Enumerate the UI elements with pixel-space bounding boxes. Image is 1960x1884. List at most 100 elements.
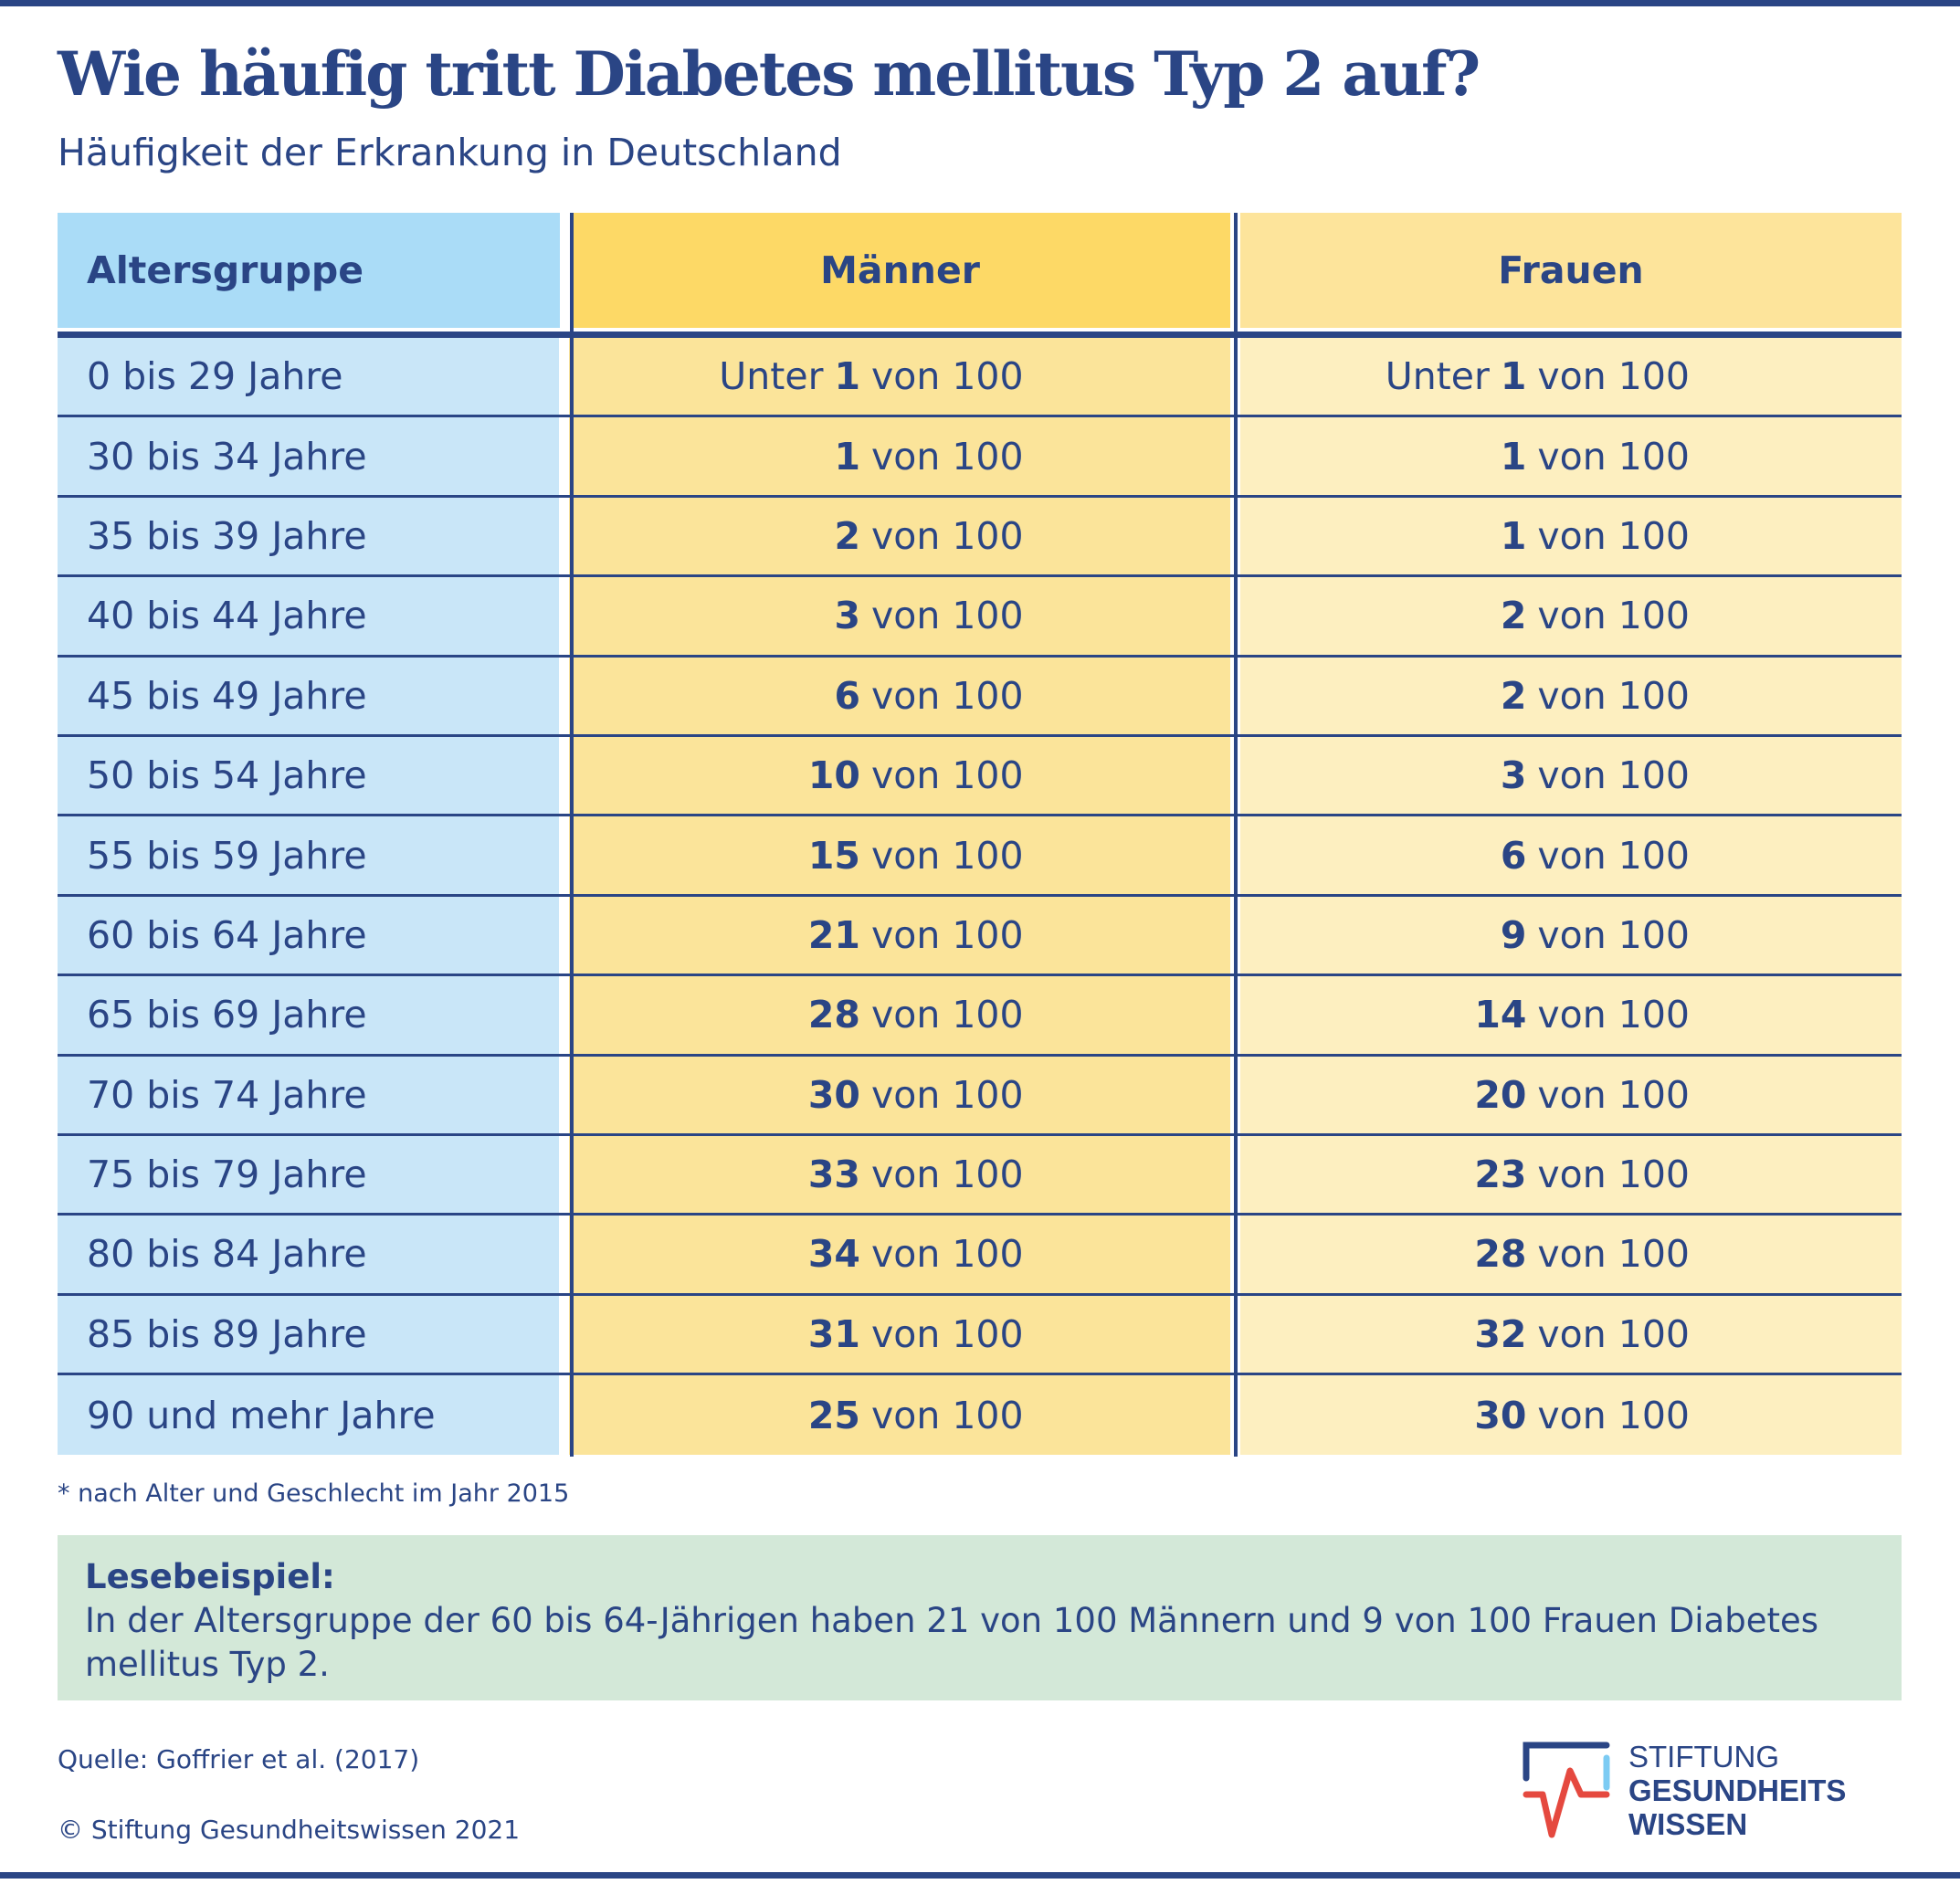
women-cell: 1 von 100 bbox=[1239, 417, 1902, 495]
count: 30 bbox=[1474, 1393, 1527, 1437]
top-rule bbox=[0, 0, 1960, 6]
age-cell: 30 bis 34 Jahre bbox=[58, 417, 560, 495]
count: 3 bbox=[1500, 753, 1527, 798]
example-text: In der Altersgruppe der 60 bis 64-Jährig… bbox=[85, 1601, 1819, 1684]
men-cell: 25 von 100 bbox=[569, 1375, 1230, 1456]
table-row: 35 bis 39 Jahre 2 von 100 1 von 100 bbox=[58, 497, 1902, 578]
count: 21 bbox=[807, 912, 860, 957]
column-divider bbox=[1234, 213, 1238, 1457]
unit: von 100 bbox=[1537, 354, 1690, 399]
men-cell: 15 von 100 bbox=[569, 816, 1230, 894]
unit: von 100 bbox=[870, 434, 1024, 479]
source: Quelle: Goffrier et al. (2017) bbox=[58, 1744, 420, 1774]
page-subtitle: Häufigkeit der Erkrankung in Deutschland bbox=[58, 131, 842, 174]
unit: von 100 bbox=[870, 1232, 1024, 1277]
unit: von 100 bbox=[870, 1311, 1024, 1356]
women-cell: 9 von 100 bbox=[1239, 896, 1902, 974]
count: 34 bbox=[807, 1232, 860, 1277]
men-cell: 34 von 100 bbox=[569, 1216, 1230, 1293]
women-cell: 2 von 100 bbox=[1239, 657, 1902, 734]
women-cell: 30 von 100 bbox=[1239, 1375, 1902, 1456]
men-cell: 21 von 100 bbox=[569, 896, 1230, 974]
women-cell: 23 von 100 bbox=[1239, 1135, 1902, 1214]
women-cell: 14 von 100 bbox=[1239, 976, 1902, 1054]
table-row: 60 bis 64 Jahre 21 von 100 9 von 100 bbox=[58, 896, 1902, 977]
copyright: © Stiftung Gesundheitswissen 2021 bbox=[58, 1815, 521, 1845]
unit: von 100 bbox=[1537, 993, 1690, 1037]
prefix: Unter bbox=[1385, 354, 1490, 399]
count: 9 bbox=[1500, 912, 1527, 957]
table-row: 45 bis 49 Jahre 6 von 100 2 von 100 bbox=[58, 657, 1902, 737]
count: 1 bbox=[1500, 513, 1527, 558]
count: 28 bbox=[1474, 1232, 1527, 1277]
unit: von 100 bbox=[870, 912, 1024, 957]
men-cell: 1 von 100 bbox=[569, 417, 1230, 495]
count: 33 bbox=[807, 1153, 860, 1197]
age-cell: 75 bis 79 Jahre bbox=[58, 1135, 560, 1214]
men-cell: 6 von 100 bbox=[569, 657, 1230, 734]
table-row: 40 bis 44 Jahre 3 von 100 2 von 100 bbox=[58, 577, 1902, 658]
unit: von 100 bbox=[870, 993, 1024, 1037]
unit: von 100 bbox=[1537, 833, 1690, 878]
unit: von 100 bbox=[870, 513, 1024, 558]
count: 1 bbox=[834, 434, 860, 479]
women-cell: 6 von 100 bbox=[1239, 816, 1902, 894]
logo-text: STIFTUNG GESUNDHEITS WISSEN bbox=[1628, 1740, 1846, 1841]
unit: von 100 bbox=[870, 673, 1024, 718]
unit: von 100 bbox=[870, 1072, 1024, 1117]
unit: von 100 bbox=[870, 594, 1024, 638]
unit: von 100 bbox=[1537, 513, 1690, 558]
unit: von 100 bbox=[1537, 1311, 1690, 1356]
unit: von 100 bbox=[1537, 1232, 1690, 1277]
table-row: 65 bis 69 Jahre 28 von 100 14 von 100 bbox=[58, 976, 1902, 1057]
age-cell: 50 bis 54 Jahre bbox=[58, 736, 560, 815]
unit: von 100 bbox=[1537, 1072, 1690, 1117]
count: 1 bbox=[1500, 354, 1527, 399]
men-cell: 3 von 100 bbox=[569, 577, 1230, 655]
unit: von 100 bbox=[1537, 1153, 1690, 1197]
header-men: Männer bbox=[570, 213, 1231, 328]
logo-line: GESUNDHEITS bbox=[1628, 1773, 1847, 1807]
count: 32 bbox=[1474, 1311, 1527, 1356]
table-body: 0 bis 29 Jahre Unter 1 von 100 Unter 1 von 100… bbox=[58, 338, 1902, 1456]
page-title: Wie häufig tritt Diabetes mellitus Typ 2… bbox=[58, 38, 1481, 110]
count: 3 bbox=[834, 594, 860, 638]
unit: von 100 bbox=[1537, 912, 1690, 957]
unit: von 100 bbox=[1537, 753, 1690, 798]
age-cell: 65 bis 69 Jahre bbox=[58, 976, 560, 1054]
count: 1 bbox=[834, 354, 860, 399]
count: 25 bbox=[807, 1393, 860, 1437]
women-cell: 20 von 100 bbox=[1239, 1056, 1902, 1133]
table-row: 0 bis 29 Jahre Unter 1 von 100 Unter 1 von 100 bbox=[58, 338, 1902, 418]
table-row: 85 bis 89 Jahre 31 von 100 32 von 100 bbox=[58, 1295, 1902, 1376]
logo-line: WISSEN bbox=[1628, 1807, 1748, 1841]
age-cell: 85 bis 89 Jahre bbox=[58, 1295, 560, 1374]
count: 6 bbox=[1500, 833, 1527, 878]
women-cell: Unter 1 von 100 bbox=[1239, 338, 1902, 416]
age-cell: 55 bis 59 Jahre bbox=[58, 816, 560, 894]
age-cell: 60 bis 64 Jahre bbox=[58, 896, 560, 974]
count: 10 bbox=[807, 753, 860, 798]
women-cell: 32 von 100 bbox=[1239, 1295, 1902, 1374]
men-cell: 31 von 100 bbox=[569, 1295, 1230, 1374]
count: 1 bbox=[1500, 434, 1527, 479]
header-age: Altersgruppe bbox=[58, 213, 561, 328]
men-cell: 28 von 100 bbox=[569, 976, 1230, 1054]
unit: von 100 bbox=[1537, 434, 1690, 479]
age-cell: 70 bis 74 Jahre bbox=[58, 1056, 560, 1133]
men-cell: 10 von 100 bbox=[569, 736, 1230, 815]
unit: von 100 bbox=[1537, 1393, 1690, 1437]
age-cell: 40 bis 44 Jahre bbox=[58, 577, 560, 655]
heartbeat-logo-icon bbox=[1523, 1742, 1610, 1838]
count: 15 bbox=[807, 833, 860, 878]
count: 2 bbox=[1500, 594, 1527, 638]
women-cell: 28 von 100 bbox=[1239, 1216, 1902, 1293]
unit: von 100 bbox=[1537, 673, 1690, 718]
table-row: 50 bis 54 Jahre 10 von 100 3 von 100 bbox=[58, 736, 1902, 817]
count: 23 bbox=[1474, 1153, 1527, 1197]
prevalence-table: Altersgruppe Männer Frauen 0 bis 29 Jahr… bbox=[58, 213, 1902, 1456]
bottom-rule bbox=[0, 1872, 1960, 1879]
unit: von 100 bbox=[870, 1393, 1024, 1437]
header-women: Frauen bbox=[1240, 213, 1902, 328]
header-divider bbox=[58, 332, 1902, 338]
